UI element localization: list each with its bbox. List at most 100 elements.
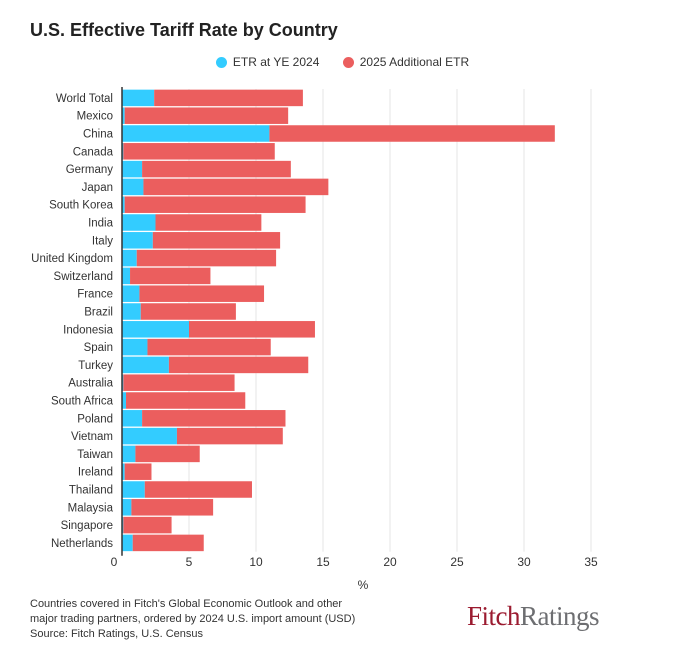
legend-item-additional-etr: 2025 Additional ETR: [342, 55, 470, 69]
bar-switzerland-series-2: [130, 267, 211, 285]
bar-indonesia-series-2: [189, 321, 315, 338]
category-label-malaysia: Malaysia: [68, 502, 114, 514]
category-label-taiwan: Taiwan: [77, 449, 113, 461]
legend-swatch-etr-2024: [215, 56, 227, 68]
category-label-turkey: Turkey: [78, 360, 113, 372]
category-label-australia: Australia: [68, 378, 113, 390]
category-label-germany: Germany: [66, 164, 114, 176]
bar-france-series-2: [139, 285, 265, 302]
bar-germany-series-1: [122, 160, 143, 178]
bar-ireland-series-1: [122, 463, 125, 480]
bar-thailand-series-1: [122, 481, 145, 498]
bar-france-series-1: [122, 285, 140, 302]
x-tick-label-20: 20: [383, 555, 397, 569]
category-label-south-africa: South Africa: [51, 396, 114, 408]
bar-poland-series-2: [142, 410, 286, 427]
bar-india-series-1: [122, 214, 156, 231]
bar-thailand-series-2: [144, 481, 252, 498]
bar-india-series-2: [155, 214, 262, 231]
bar-ireland-series-2: [124, 463, 152, 480]
x-tick-label-5: 5: [186, 555, 193, 569]
category-label-indonesia: Indonesia: [63, 324, 113, 336]
footnote: Countries covered in Fitch's Global Econ…: [30, 597, 355, 642]
bar-spain-series-1: [122, 338, 148, 356]
bar-mexico-series-1: [122, 107, 125, 124]
category-label-vietnam: Vietnam: [71, 431, 113, 443]
legend-swatch-additional-etr: [342, 56, 354, 68]
footnote-line-2: major trading partners, ordered by 2024 …: [30, 613, 356, 625]
category-label-united-kingdom: United Kingdom: [31, 253, 113, 265]
legend-label-additional-etr: 2025 Additional ETR: [359, 55, 470, 69]
footnote-source: Source: Fitch Ratings, U.S. Census: [30, 628, 204, 640]
bar-indonesia-series-1: [122, 321, 189, 338]
bar-united-kingdom-series-2: [136, 249, 277, 267]
x-axis-label: %: [358, 578, 369, 592]
bar-taiwan-series-1: [122, 445, 136, 463]
bar-south-africa-series-1: [122, 392, 127, 409]
bar-netherlands-series-1: [122, 534, 133, 552]
category-label-italy: Italy: [92, 235, 113, 247]
category-label-brazil: Brazil: [84, 307, 113, 319]
bar-south-korea-series-1: [122, 196, 125, 213]
fitch-ratings-logo: FitchRatings: [467, 601, 600, 632]
category-label-world-total: World Total: [56, 93, 113, 105]
bar-brazil-series-2: [140, 303, 236, 320]
category-label-france: France: [77, 289, 113, 301]
logo-part-ratings: Ratings: [520, 601, 600, 631]
bar-brazil-series-1: [122, 303, 141, 320]
bar-australia-series-2: [123, 374, 235, 391]
bar-china-series-2: [269, 125, 555, 142]
bar-south-korea-series-2: [124, 196, 306, 213]
x-tick-label-30: 30: [517, 555, 531, 569]
bar-singapore-series-2: [123, 516, 172, 534]
bar-switzerland-series-1: [122, 267, 131, 285]
legend: ETR at YE 2024 2025 Additional ETR: [0, 55, 685, 71]
logo-part-fitch: Fitch: [467, 601, 521, 631]
x-tick-label-25: 25: [450, 555, 464, 569]
bar-italy-series-1: [122, 232, 153, 249]
chart-title: U.S. Effective Tariff Rate by Country: [30, 20, 338, 40]
bar-japan-series-2: [143, 178, 329, 196]
x-tick-label-15: 15: [316, 555, 330, 569]
bar-united-kingdom-series-1: [122, 249, 137, 267]
category-label-india: India: [88, 218, 114, 230]
x-tick-label-35: 35: [584, 555, 598, 569]
bar-world-total-series-2: [154, 89, 303, 107]
footnote-line-1: Countries covered in Fitch's Global Econ…: [30, 598, 343, 610]
bar-spain-series-2: [147, 338, 271, 356]
bar-world-total-series-1: [122, 89, 155, 107]
bar-japan-series-1: [122, 178, 144, 196]
bar-germany-series-2: [142, 160, 291, 178]
bar-turkey-series-1: [122, 356, 169, 374]
bar-poland-series-1: [122, 410, 143, 427]
category-label-ireland: Ireland: [78, 467, 113, 479]
bar-canada-series-2: [123, 143, 275, 160]
bar-netherlands-series-2: [132, 534, 204, 552]
category-label-mexico: Mexico: [77, 111, 113, 123]
legend-item-etr-2024: ETR at YE 2024: [215, 55, 320, 69]
bar-chart: World Total Mexico China Canada Germany Japan…: [31, 87, 598, 592]
category-label-poland: Poland: [77, 413, 113, 425]
bar-china-series-1: [122, 125, 270, 142]
bar-vietnam-series-2: [176, 427, 283, 445]
category-label-spain: Spain: [84, 342, 113, 354]
bar-taiwan-series-2: [135, 445, 200, 463]
bar-south-africa-series-2: [126, 392, 246, 409]
bar-vietnam-series-1: [122, 427, 177, 445]
category-label-netherlands: Netherlands: [51, 538, 113, 550]
x-tick-label-10: 10: [249, 555, 263, 569]
bar-turkey-series-2: [168, 356, 309, 374]
bar-malaysia-series-2: [131, 499, 214, 516]
category-label-singapore: Singapore: [61, 520, 113, 532]
category-label-thailand: Thailand: [69, 485, 113, 497]
category-label-canada: Canada: [73, 146, 114, 158]
bar-malaysia-series-1: [122, 499, 132, 516]
category-label-japan: Japan: [82, 182, 113, 194]
category-label-south-korea: South Korea: [49, 200, 114, 212]
legend-label-etr-2024: ETR at YE 2024: [232, 55, 320, 69]
bar-mexico-series-2: [124, 107, 289, 124]
category-label-china: China: [83, 129, 114, 141]
x-tick-label-0: 0: [111, 555, 118, 569]
bar-italy-series-2: [152, 232, 281, 249]
category-label-switzerland: Switzerland: [54, 271, 113, 283]
